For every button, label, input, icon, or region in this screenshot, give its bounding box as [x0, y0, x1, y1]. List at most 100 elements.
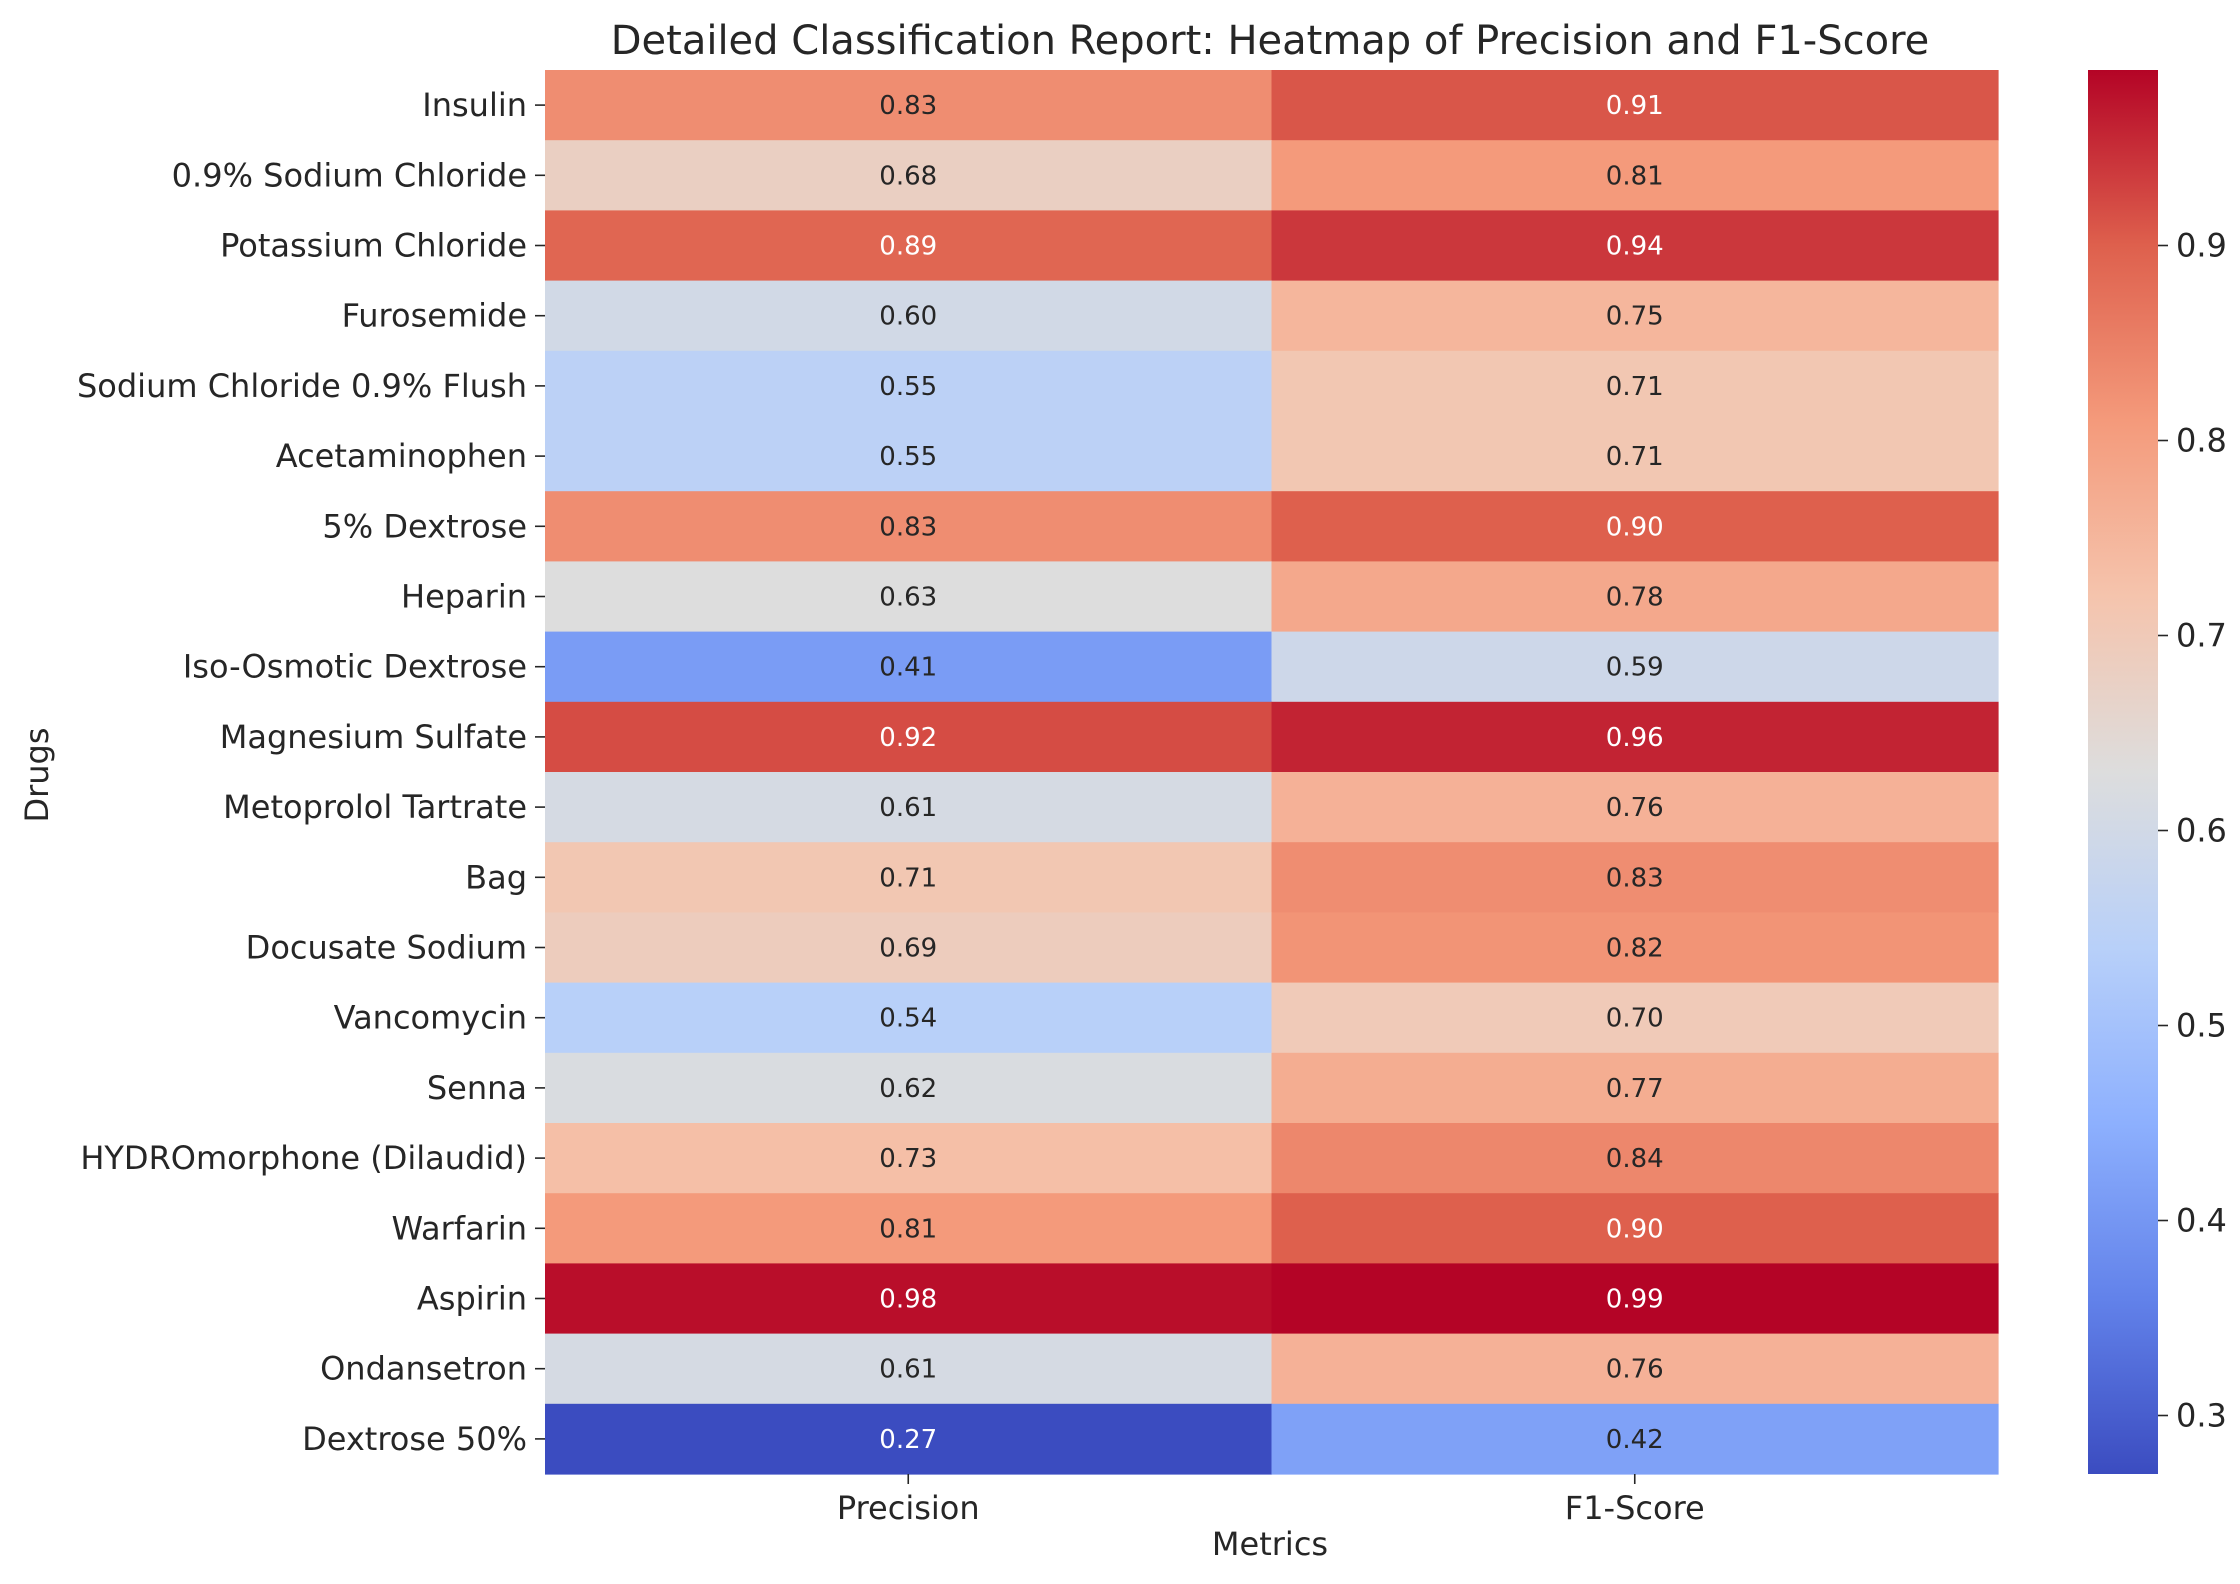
- cell-value-label: 0.81: [879, 1214, 937, 1244]
- y-tick-label: Senna: [427, 1069, 527, 1107]
- heatmap-cell: [1271, 210, 1999, 282]
- cell-value-label: 0.60: [879, 302, 937, 332]
- y-tick-label: Magnesium Sulfate: [220, 718, 527, 756]
- heatmap-cell: [545, 350, 1273, 422]
- heatmap-cell: [1271, 350, 1999, 422]
- cell-value-label: 0.83: [879, 91, 937, 121]
- heatmap-cell: [1271, 912, 1999, 984]
- cell-value-label: 0.94: [1606, 232, 1664, 262]
- heatmap-cell: [545, 1263, 1273, 1335]
- heatmap-cell: [545, 421, 1273, 492]
- y-tick-label: 0.9% Sodium Chloride: [172, 156, 527, 194]
- heatmap-cell: [545, 1193, 1273, 1264]
- y-tick-label: Sodium Chloride 0.9% Flush: [77, 367, 527, 405]
- heatmap-cell: [1271, 70, 1999, 141]
- heatmap-cell: [545, 491, 1273, 562]
- cell-value-label: 0.61: [879, 1355, 937, 1385]
- heatmap-cell: [545, 842, 1273, 913]
- heatmap-cell: [1271, 1403, 1999, 1475]
- cell-value-label: 0.82: [1606, 934, 1664, 964]
- cell-value-label: 0.89: [879, 232, 937, 262]
- heatmap-cell: [1271, 1123, 1999, 1194]
- heatmap-cell: [1271, 421, 1999, 492]
- x-tick-label: Precision: [837, 1489, 980, 1527]
- heatmap-cell: [545, 912, 1273, 984]
- heatmap-cell: [545, 1333, 1273, 1405]
- heatmap-cell: [1271, 1263, 1999, 1335]
- heatmap-cell: [545, 1052, 1273, 1124]
- y-tick-label: Warfarin: [391, 1209, 527, 1247]
- heatmap-cells: [545, 70, 1999, 1475]
- cell-value-label: 0.69: [879, 934, 937, 964]
- y-tick-label: Dextrose 50%: [302, 1420, 527, 1458]
- cell-value-label: 0.63: [879, 583, 937, 613]
- cell-value-label: 0.55: [879, 372, 937, 402]
- heatmap-cell: [1271, 701, 1999, 773]
- x-tick-label: F1-Score: [1565, 1489, 1705, 1527]
- y-tick-label: Iso-Osmotic Dextrose: [183, 648, 527, 686]
- cell-value-label: 0.96: [1606, 723, 1664, 753]
- cell-value-label: 0.75: [1606, 302, 1664, 332]
- heatmap-cell: [1271, 280, 1999, 352]
- y-axis-label: Drugs: [18, 727, 56, 822]
- heatmap-cell: [545, 701, 1273, 773]
- y-tick-label: Bag: [465, 858, 527, 896]
- x-axis-label: Metrics: [1212, 1525, 1328, 1563]
- cell-value-label: 0.59: [1606, 653, 1664, 683]
- heatmap-cell: [545, 70, 1273, 141]
- cell-value-label: 0.54: [879, 1004, 937, 1034]
- y-tick-label: Docusate Sodium: [246, 929, 527, 967]
- cell-value-label: 0.71: [879, 863, 937, 893]
- y-tick-label: Furosemide: [342, 297, 527, 335]
- heatmap-cell: [1271, 842, 1999, 913]
- y-tick-label: Aspirin: [417, 1280, 527, 1318]
- heatmap-cell-labels: 0.83 0.91 0.68 0.81 0.89 0.94 0.60 0.75 0.55 0.71…: [879, 91, 1663, 1455]
- chart-title: Detailed Classification Report: Heatmap …: [611, 18, 1930, 64]
- y-tick-label: Heparin: [401, 578, 527, 616]
- cell-value-label: 0.76: [1606, 1355, 1664, 1385]
- heatmap-cell: [545, 140, 1273, 211]
- heatmap-cell: [545, 280, 1273, 352]
- heatmap-cell: [545, 210, 1273, 282]
- colorbar-tick-label: 0.6: [2176, 812, 2227, 850]
- heatmap-cell: [1271, 491, 1999, 562]
- colorbar-tick-label: 0.5: [2176, 1007, 2227, 1045]
- y-axis-ticks: Insulin 0.9% Sodium Chloride Potassium Chl…: [77, 86, 545, 1458]
- cell-value-label: 0.55: [879, 442, 937, 472]
- heatmap-cell: [545, 772, 1273, 843]
- heatmap-cell: [545, 1403, 1273, 1475]
- x-axis-ticks: Precision F1-Score: [837, 1474, 1705, 1527]
- y-tick-label: HYDROmorphone (Dilaudid): [80, 1139, 527, 1177]
- cell-value-label: 0.99: [1606, 1285, 1664, 1315]
- cell-value-label: 0.81: [1606, 161, 1664, 191]
- cell-value-label: 0.91: [1606, 91, 1664, 121]
- cell-value-label: 0.98: [879, 1285, 937, 1315]
- cell-value-label: 0.78: [1606, 583, 1664, 613]
- heatmap-cell: [545, 631, 1273, 703]
- cell-value-label: 0.77: [1606, 1074, 1664, 1104]
- heatmap-cell: [545, 561, 1273, 633]
- heatmap-cell: [545, 1123, 1273, 1194]
- cell-value-label: 0.90: [1606, 1214, 1664, 1244]
- heatmap-cell: [1271, 1193, 1999, 1264]
- colorbar-tick-label: 0.7: [2176, 617, 2227, 655]
- cell-value-label: 0.68: [879, 161, 937, 191]
- cell-value-label: 0.27: [879, 1425, 937, 1455]
- heatmap-cell: [545, 982, 1273, 1054]
- colorbar-tick-label: 0.4: [2176, 1202, 2227, 1240]
- cell-value-label: 0.90: [1606, 512, 1664, 542]
- cell-value-label: 0.84: [1606, 1144, 1664, 1174]
- y-tick-label: Acetaminophen: [276, 437, 527, 475]
- cell-value-label: 0.61: [879, 793, 937, 823]
- colorbar: 0.3 0.4 0.5 0.6 0.7 0.8 0.9: [2088, 70, 2227, 1474]
- colorbar-tick-label: 0.8: [2176, 422, 2227, 460]
- cell-value-label: 0.83: [879, 512, 937, 542]
- y-tick-label: Metoprolol Tartrate: [223, 788, 527, 826]
- cell-value-label: 0.42: [1606, 1425, 1664, 1455]
- cell-value-label: 0.73: [879, 1144, 937, 1174]
- cell-value-label: 0.71: [1606, 372, 1664, 402]
- colorbar-gradient: [2088, 70, 2158, 1474]
- cell-value-label: 0.83: [1606, 863, 1664, 893]
- colorbar-tick-label: 0.9: [2176, 227, 2227, 265]
